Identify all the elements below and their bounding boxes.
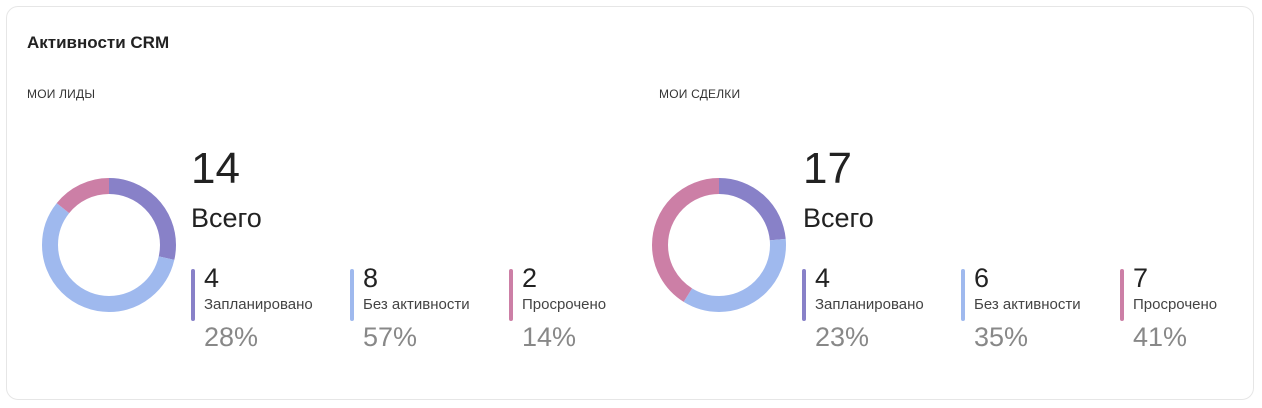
deals-stat-planned-percent: 23% [815, 322, 870, 352]
deals-donut-slice-overdue[interactable] [652, 178, 786, 312]
leads-stat-no-activity-bar [350, 269, 354, 321]
deals-stat-planned[interactable]: 4 Запланировано 23% [802, 263, 961, 355]
leads-stat-overdue[interactable]: 2 Просрочено 14% [509, 263, 668, 355]
deals-title[interactable]: МОИ СДЕЛКИ [659, 87, 741, 101]
leads-stat-planned-value: 4 [204, 263, 220, 293]
leads-donut-slice-overdue[interactable] [42, 178, 176, 312]
deals-stat-no-activity-value: 6 [974, 263, 990, 293]
leads-total: 14 Всего [191, 143, 262, 235]
deals-stat-overdue[interactable]: 7 Просрочено 41% [1120, 263, 1262, 355]
deals-stat-no-activity-percent: 35% [974, 322, 1029, 352]
leads-stat-overdue-percent: 14% [522, 322, 577, 352]
deals-stat-overdue-bar [1120, 269, 1124, 321]
leads-title[interactable]: МОИ ЛИДЫ [27, 87, 96, 101]
leads-donut-slice-no-activity[interactable] [42, 178, 176, 312]
leads-stat-no-activity-label: Без активности [363, 296, 470, 313]
leads-donut-chart[interactable] [41, 177, 177, 313]
deals-donut-slice-no-activity[interactable] [652, 178, 786, 312]
crm-activity-card: Активности CRM МОИ ЛИДЫ 14 Всего 4 Запла… [6, 6, 1254, 400]
leads-stat-overdue-bar [509, 269, 513, 321]
deals-stat-overdue-value: 7 [1133, 263, 1149, 293]
leads-stat-overdue-label: Просрочено [522, 296, 607, 313]
leads-stat-planned-bar [191, 269, 195, 321]
deals-stats: 4 Запланировано 23% 6 Без активности 35%… [802, 263, 1262, 355]
deals-donut-chart[interactable] [651, 177, 787, 313]
deals-total-value: 17 [803, 144, 852, 193]
leads-stat-no-activity-percent: 57% [363, 322, 418, 352]
leads-stat-planned-label: Запланировано [204, 296, 313, 313]
leads-stat-no-activity[interactable]: 8 Без активности 57% [350, 263, 509, 355]
leads-stat-overdue-value: 2 [522, 263, 538, 293]
deals-stat-overdue-percent: 41% [1133, 322, 1188, 352]
deals-stat-no-activity[interactable]: 6 Без активности 35% [961, 263, 1120, 355]
deals-stat-planned-label: Запланировано [815, 296, 924, 313]
deals-stat-no-activity-bar [961, 269, 965, 321]
leads-total-label: Всего [191, 203, 262, 233]
deals-total: 17 Всего [803, 143, 874, 235]
leads-stats: 4 Запланировано 28% 8 Без активности 57%… [191, 263, 668, 355]
leads-total-value: 14 [191, 144, 240, 193]
leads-stat-no-activity-value: 8 [363, 263, 379, 293]
deals-stat-planned-value: 4 [815, 263, 831, 293]
deals-stat-overdue-label: Просрочено [1133, 296, 1218, 313]
card-title: Активности CRM [27, 33, 170, 52]
deals-total-label: Всего [803, 203, 874, 233]
leads-stat-planned[interactable]: 4 Запланировано 28% [191, 263, 350, 355]
leads-stat-planned-percent: 28% [204, 322, 259, 352]
leads-panel: МОИ ЛИДЫ 14 Всего 4 Запланировано 28% 8 … [7, 7, 627, 401]
deals-stat-no-activity-label: Без активности [974, 296, 1081, 313]
deals-panel: МОИ СДЕЛКИ 17 Всего 4 Запланировано 23% … [639, 7, 1259, 401]
deals-stat-planned-bar [802, 269, 806, 321]
